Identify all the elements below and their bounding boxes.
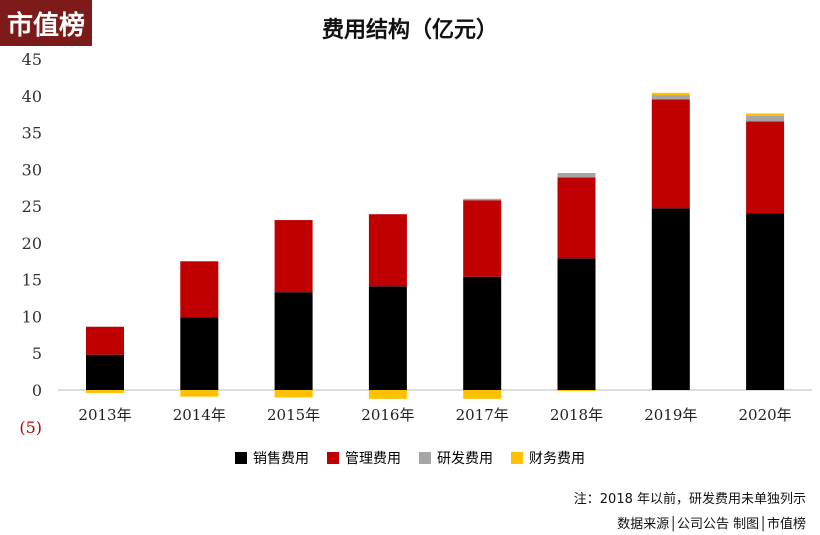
x-tick-label: 2013年 bbox=[78, 406, 131, 424]
legend-item: 财务费用 bbox=[511, 448, 585, 468]
bar-segment bbox=[180, 317, 219, 390]
logo: 市值榜 bbox=[0, 0, 92, 46]
bar-segment bbox=[746, 113, 785, 116]
y-tick-label: 30 bbox=[22, 160, 42, 179]
bar-segment bbox=[274, 292, 313, 390]
bar-segment bbox=[557, 173, 596, 178]
bar-segment bbox=[274, 220, 313, 293]
bar-segment bbox=[368, 214, 407, 287]
legend: 销售费用 管理费用 研发费用 财务费用 bbox=[0, 448, 820, 468]
bar-segment bbox=[86, 390, 124, 393]
bar-segment bbox=[463, 198, 502, 201]
bar-segment bbox=[463, 276, 502, 390]
bar-segment bbox=[274, 390, 313, 398]
y-tick-label: 0 bbox=[32, 381, 42, 400]
bar-segment bbox=[746, 115, 785, 122]
bar-segment bbox=[651, 208, 690, 390]
legend-swatch bbox=[419, 452, 431, 464]
y-tick-label: (5) bbox=[19, 418, 42, 437]
source: 数据来源│公司公告 制图│市值榜 bbox=[617, 517, 806, 532]
legend-item: 管理费用 bbox=[327, 448, 401, 468]
bar-segment bbox=[463, 200, 502, 277]
bar-segment bbox=[746, 121, 785, 214]
legend-label: 管理费用 bbox=[345, 451, 401, 467]
bar-segment bbox=[180, 261, 219, 318]
bar-segment bbox=[651, 95, 690, 100]
bar-segment bbox=[651, 92, 690, 96]
x-tick-label: 2016年 bbox=[361, 406, 414, 424]
bar-segment bbox=[557, 258, 596, 390]
x-tick-label: 2020年 bbox=[739, 406, 792, 424]
bar-segment bbox=[86, 326, 124, 355]
x-tick-label: 2017年 bbox=[456, 406, 509, 424]
legend-label: 财务费用 bbox=[529, 451, 585, 467]
y-tick-label: 15 bbox=[22, 271, 42, 290]
legend-item: 研发费用 bbox=[419, 448, 493, 468]
y-tick-label: 20 bbox=[22, 234, 42, 253]
legend-label: 销售费用 bbox=[253, 451, 309, 467]
legend-swatch bbox=[327, 452, 339, 464]
y-tick-label: 35 bbox=[22, 124, 42, 143]
y-tick-label: 10 bbox=[22, 307, 42, 326]
y-tick-label: 40 bbox=[22, 87, 42, 106]
x-tick-label: 2014年 bbox=[173, 406, 226, 424]
bar-segment bbox=[746, 213, 785, 390]
bar-segment bbox=[86, 354, 124, 390]
legend-swatch bbox=[235, 452, 247, 464]
legend-item: 销售费用 bbox=[235, 448, 309, 468]
bar-segment bbox=[557, 390, 596, 391]
legend-label: 研发费用 bbox=[437, 451, 493, 467]
note: 注：2018 年以前，研发费用未单独列示 bbox=[573, 492, 806, 507]
y-tick-label: 45 bbox=[22, 50, 42, 69]
bar-segment bbox=[368, 390, 407, 399]
bar-segment bbox=[557, 177, 596, 259]
y-tick-label: 25 bbox=[22, 197, 42, 216]
legend-swatch bbox=[511, 452, 523, 464]
x-tick-label: 2015年 bbox=[267, 406, 320, 424]
bar-segment bbox=[651, 99, 690, 209]
x-tick-label: 2019年 bbox=[644, 406, 697, 424]
x-tick-label: 2018年 bbox=[550, 406, 603, 424]
bar-segment bbox=[180, 390, 219, 397]
bar-segment bbox=[463, 390, 502, 399]
y-tick-label: 5 bbox=[32, 344, 42, 363]
bar-segment bbox=[368, 286, 407, 390]
chart-title: 费用结构（亿元） bbox=[321, 18, 498, 43]
